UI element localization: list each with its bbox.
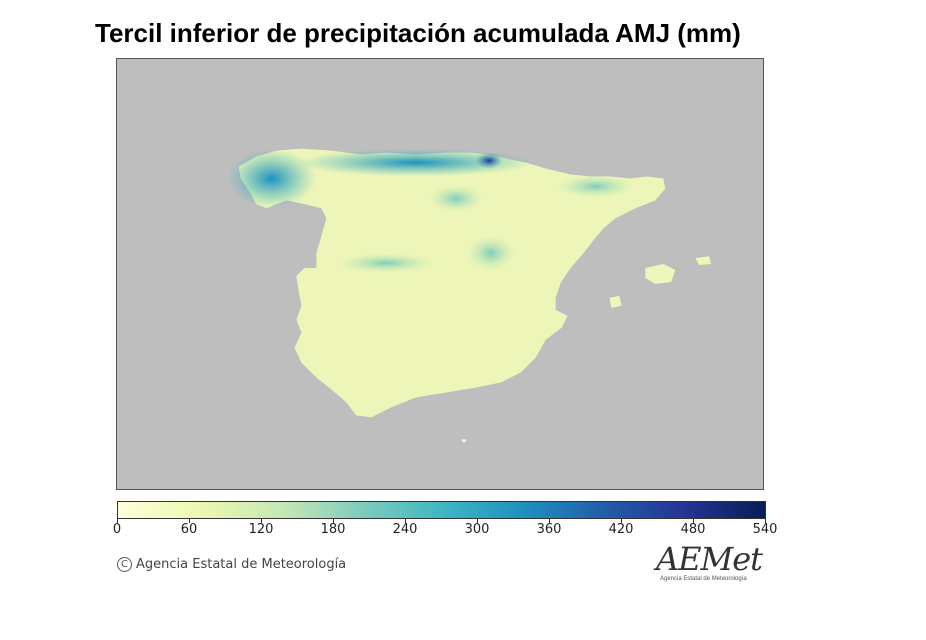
colorbar-tick-label: 540 (752, 522, 778, 537)
colorbar-tick-mark (477, 519, 478, 523)
colorbar-tick-label: 120 (248, 522, 274, 537)
menorca-island (695, 256, 712, 266)
colorbar-tick-label: 180 (320, 522, 346, 537)
aemet-logo: AEMet Agencia Estatal de Meteorología (656, 540, 766, 590)
ibiza-island (609, 295, 622, 308)
iberian-system-zone (465, 235, 516, 272)
colorbar-tick-mark (189, 519, 190, 523)
mallorca-island (645, 264, 676, 284)
colorbar-tick-mark (333, 519, 334, 523)
colorbar-tick-label: 420 (608, 522, 634, 537)
colorbar-tick-label: 480 (680, 522, 706, 537)
colorbar-tick-mark (693, 519, 694, 523)
spain-mainland (238, 148, 666, 418)
logo-subtitle: Agencia Estatal de Meteorología (660, 576, 747, 582)
colorbar-tick-label: 60 (180, 522, 198, 537)
map-title: Tercil inferior de precipitación acumula… (95, 18, 741, 48)
precipitation-map (117, 59, 763, 489)
colorbar-tick-mark (117, 519, 118, 523)
central-system-zone (336, 253, 437, 274)
colorbar-tick-mark (621, 519, 622, 523)
northwest-wet-zone (226, 148, 317, 209)
colorbar-tick-mark (549, 519, 550, 523)
cantabria-max-zone (474, 152, 503, 169)
logo-text: AEMet (656, 540, 763, 578)
north-plateau-zone (428, 184, 484, 213)
map-panel (116, 58, 764, 490)
ceuta-melilla (461, 439, 466, 443)
colorbar (117, 501, 766, 519)
pyrenees-zone (555, 174, 636, 199)
colorbar-tick-label: 360 (536, 522, 562, 537)
colorbar-tick-mark (405, 519, 406, 523)
copyright-icon: C (117, 557, 132, 572)
colorbar-tick-label: 300 (464, 522, 490, 537)
colorbar-ticks: 0 60 120 180 240 300 360 420 480 540 (113, 519, 777, 543)
colorbar-tick-mark (765, 519, 766, 523)
copyright-text: Agencia Estatal de Meteorología (136, 557, 347, 572)
colorbar-tick-label: 240 (392, 522, 418, 537)
colorbar-tick-label: 0 (112, 522, 122, 537)
copyright-notice: C Agencia Estatal de Meteorología (117, 557, 346, 572)
north-coast-wet-zone (296, 148, 536, 177)
colorbar-tick-mark (261, 519, 262, 523)
